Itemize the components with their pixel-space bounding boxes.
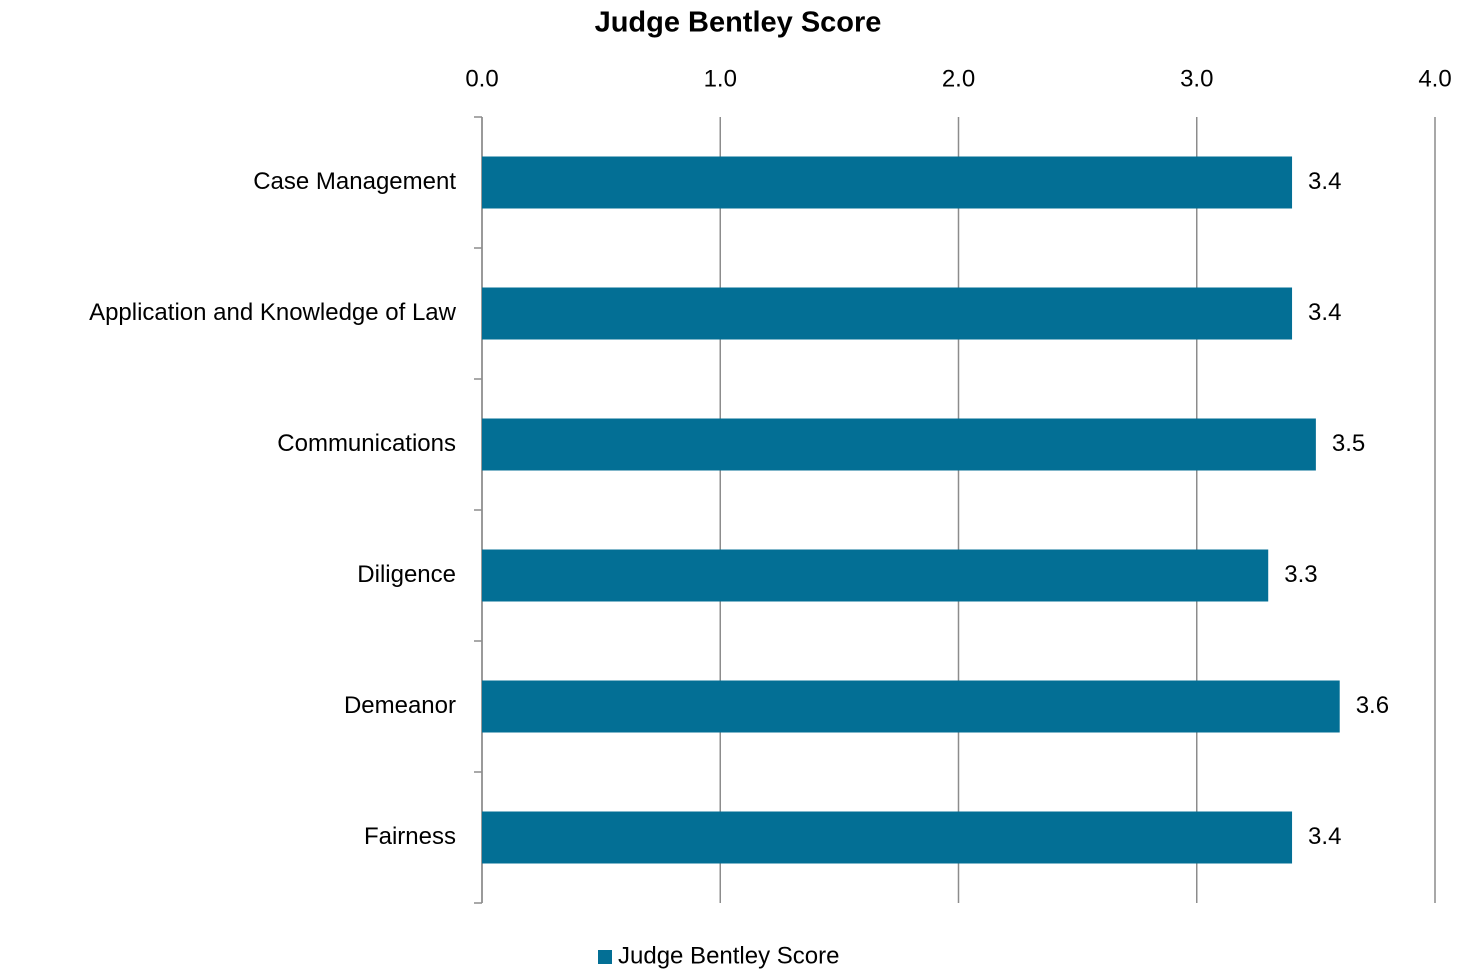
y-tick-label: Diligence [357,561,456,588]
data-label: 3.4 [1308,168,1341,195]
bar [482,811,1293,864]
bar [482,549,1269,602]
y-tick-label: Communications [277,430,456,457]
y-tick-label: Case Management [253,168,456,195]
data-label: 3.5 [1332,430,1365,457]
data-label: 3.6 [1356,692,1389,719]
bar [482,418,1316,471]
legend-label: Judge Bentley Score [618,942,839,969]
data-label: 3.4 [1308,299,1341,326]
y-tick-label: Demeanor [344,692,456,719]
x-tick-label: 1.0 [704,65,737,92]
x-tick-label: 4.0 [1418,65,1451,92]
chart-title: Judge Bentley Score [595,7,882,39]
y-tick-label: Application and Knowledge of Law [89,299,457,326]
data-label: 3.3 [1284,561,1317,588]
x-tick-label: 2.0 [942,65,975,92]
y-tick-label: Fairness [364,823,456,850]
bar [482,680,1340,733]
x-tick-label: 0.0 [465,65,498,92]
bar [482,287,1293,340]
legend-swatch [598,950,612,964]
x-tick-label: 3.0 [1180,65,1213,92]
bar [482,156,1293,209]
data-label: 3.4 [1308,823,1341,850]
